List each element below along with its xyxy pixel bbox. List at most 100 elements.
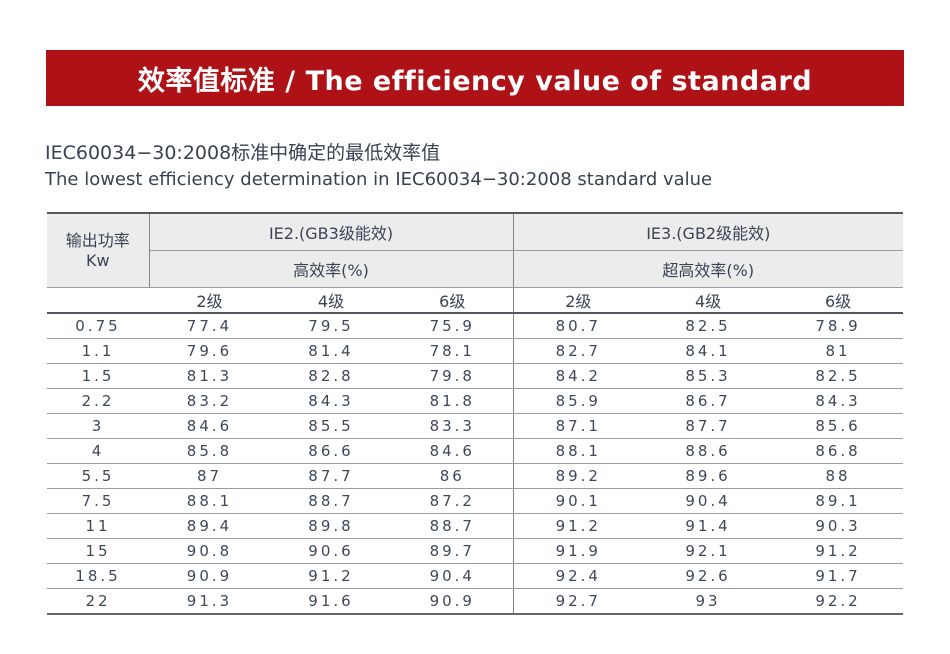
efficiency-value-cell: 85.8	[149, 438, 270, 464]
efficiency-value-cell: 86	[392, 463, 514, 489]
efficiency-value-cell: 91.2	[270, 563, 392, 589]
ie3-grade-4: 4级	[643, 287, 774, 314]
ie2-grade-4: 4级	[270, 287, 392, 314]
table-row: 1.5 81.3 82.8 79.8 84.2 85.3 82.5	[47, 363, 904, 389]
efficiency-value-cell: 79.8	[392, 363, 514, 389]
subtitle-english: The lowest efficiency determination in I…	[45, 168, 713, 190]
kw-value-cell: 2.2	[47, 388, 149, 414]
ie2-group-header: IE2.(GB3级能效)	[149, 213, 514, 251]
ie3-grade-2: 2级	[512, 287, 644, 314]
efficiency-value-cell: 88.7	[392, 513, 514, 539]
output-power-label: 输出功率	[65, 231, 130, 251]
efficiency-value-cell: 81.3	[149, 363, 270, 389]
subtitle-chinese: IEC60034−30:2008标准中确定的最低效率值	[45, 142, 441, 164]
grade-header-empty-cell	[47, 287, 149, 314]
efficiency-value-cell: 81.8	[392, 388, 514, 414]
efficiency-table: 输出功率 Kw IE2.(GB3级能效) IE3.(GB2级能效) 高效率(%)…	[47, 212, 904, 615]
efficiency-value-cell: 90.8	[149, 538, 270, 564]
efficiency-value-cell: 92.1	[643, 538, 774, 564]
efficiency-value-cell: 90.4	[392, 563, 514, 589]
efficiency-value-cell: 84.3	[270, 388, 392, 414]
efficiency-value-cell: 91.2	[773, 538, 904, 564]
efficiency-value-cell: 88.6	[643, 438, 774, 464]
efficiency-value-cell: 85.5	[270, 413, 392, 439]
efficiency-value-cell: 93	[643, 588, 774, 615]
efficiency-value-cell: 80.7	[512, 313, 644, 339]
efficiency-value-cell: 77.4	[149, 313, 270, 339]
efficiency-value-cell: 91.4	[643, 513, 774, 539]
efficiency-value-cell: 92.4	[512, 563, 644, 589]
table-row: 11 89.4 89.8 88.7 91.2 91.4 90.3	[47, 513, 904, 539]
ie2-sub-header: 高效率(%)	[149, 250, 514, 288]
efficiency-value-cell: 89.6	[643, 463, 774, 489]
efficiency-value-cell: 84.3	[773, 388, 904, 414]
efficiency-value-cell: 91.2	[512, 513, 644, 539]
table-row: 7.5 88.1 88.7 87.2 90.1 90.4 89.1	[47, 488, 904, 514]
table-row: 2.2 83.2 84.3 81.8 85.9 86.7 84.3	[47, 388, 904, 414]
efficiency-value-cell: 89.2	[512, 463, 644, 489]
efficiency-value-cell: 91.7	[773, 563, 904, 589]
table-row: 1.1 79.6 81.4 78.1 82.7 84.1 81	[47, 338, 904, 364]
kw-value-cell: 22	[47, 588, 149, 615]
efficiency-value-cell: 90.9	[392, 588, 514, 615]
efficiency-value-cell: 91.6	[270, 588, 392, 615]
kw-value-cell: 1.5	[47, 363, 149, 389]
efficiency-value-cell: 86.6	[270, 438, 392, 464]
efficiency-value-cell: 86.8	[773, 438, 904, 464]
efficiency-value-cell: 84.6	[392, 438, 514, 464]
kw-value-cell: 4	[47, 438, 149, 464]
efficiency-value-cell: 87.1	[512, 413, 644, 439]
title-banner: 效率值标准 / The efficiency value of standard	[46, 50, 904, 106]
efficiency-value-cell: 78.1	[392, 338, 514, 364]
efficiency-value-cell: 92.2	[773, 588, 904, 615]
kw-value-cell: 3	[47, 413, 149, 439]
ie2-grade-2: 2级	[149, 287, 270, 314]
group-header-row: 输出功率 Kw IE2.(GB3级能效) IE3.(GB2级能效)	[47, 213, 904, 288]
efficiency-value-cell: 90.9	[149, 563, 270, 589]
kw-value-cell: 7.5	[47, 488, 149, 514]
ie3-group-header: IE3.(GB2级能效)	[512, 213, 904, 251]
efficiency-value-cell: 82.7	[512, 338, 644, 364]
table-row: 22 91.3 91.6 90.9 92.7 93 92.2	[47, 588, 904, 615]
efficiency-value-cell: 85.6	[773, 413, 904, 439]
table-row: 0.75 77.4 79.5 75.9 80.7 82.5 78.9	[47, 313, 904, 339]
efficiency-value-cell: 90.3	[773, 513, 904, 539]
standard-subtitle: IEC60034−30:2008标准中确定的最低效率值 The lowest e…	[45, 142, 712, 191]
ie3-grade-6: 6级	[773, 287, 904, 314]
efficiency-value-cell: 82.8	[270, 363, 392, 389]
table-body: 0.75 77.4 79.5 75.9 80.7 82.5 78.9 1.1 79.6 81.4 7…	[47, 313, 904, 615]
efficiency-value-cell: 92.6	[643, 563, 774, 589]
page-title: 效率值标准 / The efficiency value of standard	[137, 65, 813, 97]
ie3-sub-header: 超高效率(%)	[512, 250, 904, 288]
efficiency-value-cell: 88	[773, 463, 904, 489]
output-power-header: 输出功率 Kw	[47, 213, 150, 288]
table-row: 5.5 87 87.7 86 89.2 89.6 88	[47, 463, 904, 489]
kw-value-cell: 0.75	[47, 313, 149, 339]
efficiency-value-cell: 81	[773, 338, 904, 364]
efficiency-value-cell: 89.1	[773, 488, 904, 514]
efficiency-value-cell: 82.5	[773, 363, 904, 389]
efficiency-value-cell: 91.3	[149, 588, 270, 615]
efficiency-value-cell: 83.3	[392, 413, 514, 439]
efficiency-value-cell: 78.9	[773, 313, 904, 339]
efficiency-value-cell: 79.5	[270, 313, 392, 339]
kw-value-cell: 5.5	[47, 463, 149, 489]
efficiency-value-cell: 81.4	[270, 338, 392, 364]
efficiency-value-cell: 84.1	[643, 338, 774, 364]
efficiency-value-cell: 82.5	[643, 313, 774, 339]
kw-value-cell: 18.5	[47, 563, 149, 589]
efficiency-value-cell: 85.3	[643, 363, 774, 389]
efficiency-value-cell: 87	[149, 463, 270, 489]
grade-header-row: 2级 4级 6级 2级 4级 6级	[47, 287, 904, 314]
efficiency-value-cell: 91.9	[512, 538, 644, 564]
efficiency-value-cell: 90.4	[643, 488, 774, 514]
efficiency-value-cell: 87.7	[643, 413, 774, 439]
efficiency-value-cell: 88.7	[270, 488, 392, 514]
efficiency-value-cell: 88.1	[149, 488, 270, 514]
table-row: 3 84.6 85.5 83.3 87.1 87.7 85.6	[47, 413, 904, 439]
efficiency-value-cell: 86.7	[643, 388, 774, 414]
efficiency-value-cell: 84.6	[149, 413, 270, 439]
kw-value-cell: 11	[47, 513, 149, 539]
efficiency-value-cell: 87.2	[392, 488, 514, 514]
